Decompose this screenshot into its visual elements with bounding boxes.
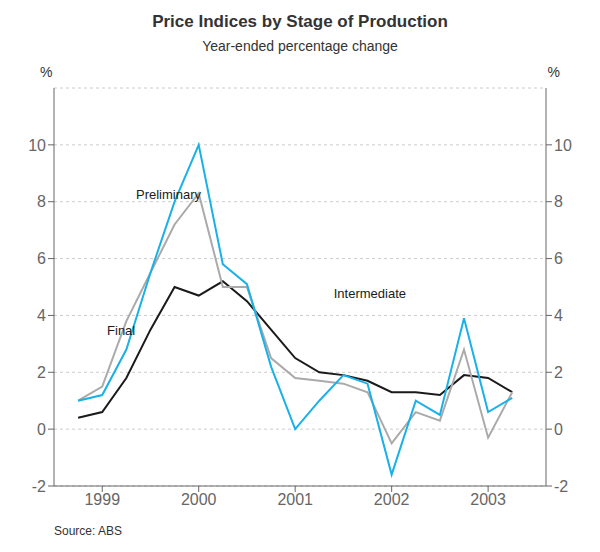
svg-text:4: 4 bbox=[554, 307, 563, 324]
svg-text:10: 10 bbox=[28, 137, 46, 154]
svg-text:4: 4 bbox=[37, 307, 46, 324]
svg-text:6: 6 bbox=[554, 250, 563, 267]
svg-text:1999: 1999 bbox=[84, 491, 120, 508]
html-text:Source: ABS: Source: ABS bbox=[54, 524, 122, 538]
svg-text:6: 6 bbox=[37, 250, 46, 267]
html-text:Price Indices by Stage of Prod: Price Indices by Stage of Production bbox=[152, 12, 448, 31]
svg-text:-2: -2 bbox=[554, 478, 568, 495]
svg-text:2: 2 bbox=[554, 364, 563, 381]
svg-text:0: 0 bbox=[554, 421, 563, 438]
svg-text:2: 2 bbox=[37, 364, 46, 381]
svg-text:2003: 2003 bbox=[470, 491, 506, 508]
svg-text:-2: -2 bbox=[32, 478, 46, 495]
svg-text:8: 8 bbox=[554, 193, 563, 210]
svg-text:2000: 2000 bbox=[181, 491, 217, 508]
svg-text:10: 10 bbox=[554, 137, 572, 154]
html-text:Year-ended percentage change: Year-ended percentage change bbox=[202, 38, 398, 54]
svg-text:2002: 2002 bbox=[374, 491, 410, 508]
svg-text:Preliminary: Preliminary bbox=[136, 187, 202, 202]
svg-text:0: 0 bbox=[37, 421, 46, 438]
svg-text:Intermediate: Intermediate bbox=[334, 286, 406, 301]
svg-text:Final: Final bbox=[107, 323, 135, 338]
svg-text:2001: 2001 bbox=[277, 491, 313, 508]
svg-text:8: 8 bbox=[37, 193, 46, 210]
